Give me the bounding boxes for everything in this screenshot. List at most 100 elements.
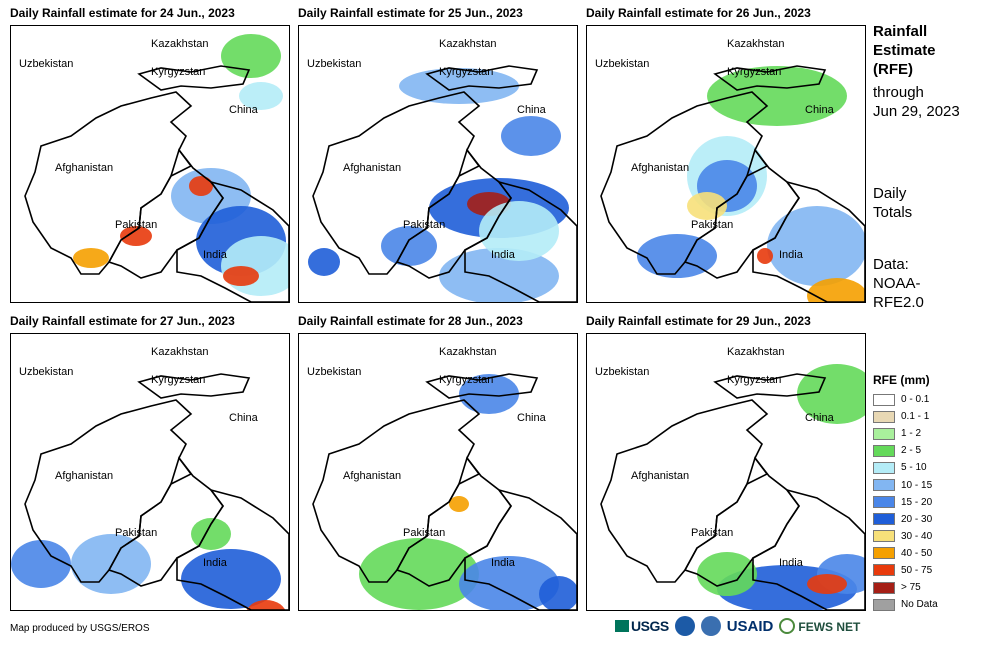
rfe-legend: RFE (mm) 0 - 0.1 0.1 - 1 1 - 2 2 - 5 5 - 10 1… — [873, 373, 973, 613]
usaid-logo: USAID — [726, 617, 774, 635]
data-line: NOAA- — [873, 275, 921, 292]
country-label: Uzbekistan — [307, 366, 362, 378]
country-border — [713, 65, 827, 91]
legend-label: > 75 — [901, 582, 921, 594]
rainfall-area — [223, 266, 259, 286]
legend-label: 40 - 50 — [901, 547, 933, 559]
country-label: Pakistan — [403, 219, 446, 231]
country-label: China — [805, 412, 834, 424]
rainfall-area — [807, 574, 847, 594]
country-border — [425, 65, 539, 91]
rainfall-map: Kazakhstan Uzbekistan Kyrgyzstan China Afgha… — [10, 25, 290, 303]
country-label: Kyrgyzstan — [439, 66, 494, 78]
country-border — [464, 488, 577, 610]
rfe-title-line: (RFE) — [873, 61, 913, 78]
country-label: Kazakhstan — [727, 346, 785, 358]
legend-swatch — [873, 513, 895, 526]
daily-line: Totals — [873, 204, 913, 221]
legend-label: 2 - 5 — [901, 445, 922, 457]
rainfall-area — [449, 496, 469, 512]
rainfall-area — [381, 226, 437, 266]
legend-label: 0.1 - 1 — [901, 411, 930, 423]
panel-title: Daily Rainfall estimate for 26 Jun., 202… — [586, 6, 811, 20]
map-panel-24-jun: Daily Rainfall estimate for 24 Jun., 202… — [10, 6, 290, 311]
legend-item: 2 - 5 — [873, 442, 973, 459]
country-border — [24, 91, 193, 275]
rainfall-area — [807, 278, 865, 302]
country-label: India — [779, 557, 803, 569]
rainfall-area — [71, 534, 151, 594]
through-line: through — [873, 84, 924, 101]
country-label: Kyrgyzstan — [727, 374, 782, 386]
rfe-title-line: Estimate — [873, 42, 936, 59]
country-label: Kyrgyzstan — [151, 66, 206, 78]
legend-label: 50 - 75 — [901, 564, 933, 576]
country-label: Kazakhstan — [439, 38, 497, 50]
legend-item: > 75 — [873, 579, 973, 596]
country-label: Uzbekistan — [19, 366, 74, 378]
legend-label: 10 - 15 — [901, 479, 933, 491]
map-panel-28-jun: Daily Rainfall estimate for 28 Jun., 202… — [298, 314, 578, 619]
country-label: Pakistan — [691, 527, 734, 539]
rainfall-map: Kazakhstan Uzbekistan Kyrgyzstan China Afgha… — [298, 25, 578, 303]
rainfall-area — [767, 206, 865, 286]
country-label: Pakistan — [691, 219, 734, 231]
map-canvas — [600, 364, 865, 610]
map-canvas — [600, 65, 865, 302]
country-label: Afghanistan — [631, 162, 690, 174]
legend-swatch — [873, 444, 895, 457]
legend-label: 20 - 30 — [901, 513, 933, 525]
country-label: Pakistan — [403, 527, 446, 539]
country-border — [752, 180, 865, 302]
country-label: Afghanistan — [631, 470, 690, 482]
panel-title: Daily Rainfall estimate for 29 Jun., 202… — [586, 314, 811, 328]
rainfall-map: Kazakhstan Uzbekistan Kyrgyzstan China Afgha… — [10, 333, 290, 611]
legend-swatch — [873, 496, 895, 509]
rainfall-area — [239, 82, 283, 110]
country-label: China — [229, 104, 258, 116]
country-label: Kyrgyzstan — [439, 374, 494, 386]
legend-item: 5 - 10 — [873, 459, 973, 476]
country-label: China — [517, 104, 546, 116]
fews-net-text: FEWS NET — [798, 620, 861, 634]
rainfall-area — [11, 540, 71, 588]
legend-item: 30 - 40 — [873, 528, 973, 545]
map-panel-25-jun: Daily Rainfall estimate for 25 Jun., 202… — [298, 6, 578, 311]
legend-label: 30 - 40 — [901, 530, 933, 542]
country-label: Kyrgyzstan — [151, 374, 206, 386]
legend-swatch — [873, 393, 895, 406]
legend-label: 15 - 20 — [901, 496, 933, 508]
panel-title: Daily Rainfall estimate for 24 Jun., 202… — [10, 6, 235, 20]
map-canvas — [11, 373, 289, 610]
legend-swatch — [873, 598, 895, 611]
rainfall-area — [221, 34, 281, 78]
data-line: RFE2.0 — [873, 294, 924, 311]
legend-swatch — [873, 530, 895, 543]
legend-label: 1 - 2 — [901, 428, 922, 440]
rainfall-area — [399, 68, 519, 104]
legend-swatch — [873, 479, 895, 492]
country-label: China — [517, 412, 546, 424]
noaa-logo-icon — [674, 616, 695, 636]
country-border — [425, 373, 539, 399]
panel-title: Daily Rainfall estimate for 28 Jun., 202… — [298, 314, 523, 328]
usgs-logo: USGS — [615, 618, 669, 634]
country-label: China — [805, 104, 834, 116]
legend-swatch — [873, 581, 895, 594]
rainfall-area — [246, 600, 286, 610]
daily-line: Daily — [873, 185, 907, 202]
rainfall-area — [120, 226, 152, 246]
legend-label: 0 - 0.1 — [901, 394, 930, 406]
country-border — [176, 180, 289, 302]
map-canvas — [312, 373, 577, 610]
rainfall-area — [697, 552, 757, 596]
panel-title: Daily Rainfall estimate for 25 Jun., 202… — [298, 6, 523, 20]
rainfall-area — [539, 576, 577, 610]
rainfall-map: Kazakhstan Uzbekistan Kyrgyzstan China Afgha… — [298, 333, 578, 611]
country-label: Pakistan — [115, 527, 158, 539]
legend-item: 1 - 2 — [873, 425, 973, 442]
country-label: Kyrgyzstan — [727, 66, 782, 78]
usgs-logo-text: USGS — [631, 618, 669, 634]
country-label: India — [203, 557, 227, 569]
rainfall-area — [73, 248, 109, 268]
